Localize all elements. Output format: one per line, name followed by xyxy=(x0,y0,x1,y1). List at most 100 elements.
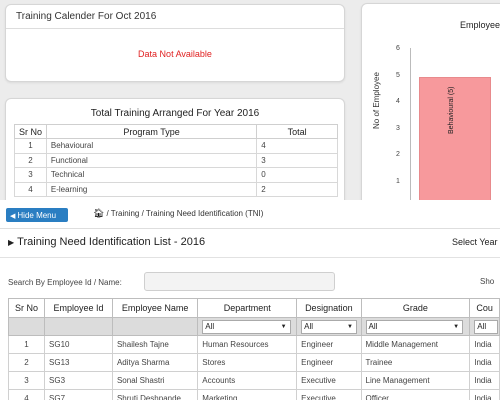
employee-name-cell: Sonal Shastri xyxy=(111,371,199,390)
designation-cell: Engineer xyxy=(296,353,362,372)
show-label: Sho xyxy=(480,277,495,286)
total-training-table: Sr No Program Type Total 1 Behavioural 4… xyxy=(14,124,338,197)
col-country[interactable]: Cou xyxy=(469,298,500,318)
breadcrumb-path[interactable]: / Training / Training Need Identificatio… xyxy=(106,209,264,218)
chart-bar-behavioural[interactable] xyxy=(419,76,491,212)
y-tick-label: 3 xyxy=(396,124,400,132)
filter-empty xyxy=(44,317,113,336)
filter-cell: All xyxy=(469,317,500,336)
y-tick-label: 1 xyxy=(396,177,400,185)
chart-title: Employee xyxy=(460,20,500,30)
chart-bar-label: Behavioural (5) xyxy=(448,86,455,134)
employee-chart-card: Employee No of Employee Behavioural (5) … xyxy=(361,3,500,213)
arrow-left-icon: ◀ xyxy=(10,212,16,220)
filter-value: All xyxy=(205,321,215,331)
country-cell: India xyxy=(469,371,500,390)
employee-name-cell: Shailesh Tajne xyxy=(111,335,199,354)
filter-cell: All ▼ xyxy=(197,317,298,336)
col-grade[interactable]: Grade xyxy=(360,298,471,318)
grade-cell: Trainee xyxy=(360,353,471,372)
grade-cell: Officer xyxy=(360,389,471,400)
col-program-type: Program Type xyxy=(45,124,258,139)
table-row: 1 Behavioural 4 xyxy=(14,138,338,154)
col-designation[interactable]: Designation xyxy=(296,298,362,318)
table-row[interactable]: 4 SG7 Shruti Deshpande Marketing Executi… xyxy=(7,389,500,400)
filter-cell: All ▼ xyxy=(296,317,362,336)
tni-panel: ◀ Hide Menu 🏠︎ / Training / Training Need … xyxy=(0,200,500,400)
table-row: 4 E-learning 2 xyxy=(14,181,338,197)
sr-cell: 3 xyxy=(7,371,46,390)
sr-cell: 4 xyxy=(14,181,47,197)
table-row[interactable]: 1 SG10 Shailesh Tajne Human Resources En… xyxy=(7,335,500,354)
designation-filter-select[interactable]: All ▼ xyxy=(301,319,357,334)
total-cell: 0 xyxy=(256,167,338,183)
hide-menu-button[interactable]: ◀ Hide Menu xyxy=(6,208,68,222)
chevron-down-icon: ▼ xyxy=(453,323,460,330)
grade-filter-select[interactable]: All ▼ xyxy=(365,319,464,334)
col-sr-no: Sr No xyxy=(14,124,47,139)
employee-id-cell: SG3 xyxy=(44,371,113,390)
col-employee-name[interactable]: Employee Name xyxy=(111,298,199,318)
y-tick-label: 2 xyxy=(396,151,400,158)
breadcrumb: 🏠︎ / Training / Training Need Identificat… xyxy=(93,208,263,219)
filter-empty xyxy=(111,317,199,336)
total-training-title: Total Training Arranged For Year 2016 xyxy=(90,108,260,119)
table-row[interactable]: 2 SG13 Aditya Sharma Stores Engineer Tra… xyxy=(7,353,500,372)
sr-cell: 1 xyxy=(7,335,46,354)
search-label: Search By Employee Id / Name: xyxy=(8,278,122,287)
sr-cell: 3 xyxy=(14,167,47,183)
type-cell: E-learning xyxy=(45,181,258,197)
chevron-down-icon: ▼ xyxy=(280,323,287,330)
filter-value: All xyxy=(368,321,378,331)
col-employee-id[interactable]: Employee Id xyxy=(44,298,113,318)
hide-menu-label: Hide Menu xyxy=(17,210,57,220)
type-cell: Behavioural xyxy=(45,138,258,154)
table-row[interactable]: 3 SG3 Sonal Shastri Accounts Executive L… xyxy=(7,371,500,390)
tni-table: Sr No Employee Id Employee Name Departme… xyxy=(7,298,500,400)
chevron-down-icon: ▼ xyxy=(347,323,353,330)
grade-cell: Middle Management xyxy=(360,335,471,354)
country-cell: India xyxy=(469,335,500,354)
chart-y-axis-label: No of Employee xyxy=(372,72,381,129)
training-calendar-card: Training Calender For Oct 2016 Data Not … xyxy=(5,4,345,82)
select-year-label[interactable]: Select Year xyxy=(452,237,498,247)
sr-cell: 1 xyxy=(14,138,47,154)
total-cell: 4 xyxy=(256,138,338,154)
table-row: 2 Functional 3 xyxy=(14,152,338,168)
department-cell: Marketing xyxy=(197,389,298,400)
department-cell: Stores xyxy=(197,353,298,372)
y-tick-label: 6 xyxy=(396,45,400,52)
search-input[interactable] xyxy=(144,272,335,291)
sr-cell: 2 xyxy=(7,353,46,372)
col-total: Total xyxy=(256,124,338,139)
total-cell: 2 xyxy=(256,181,338,197)
table-row: 3 Technical 0 xyxy=(14,167,338,183)
employee-name-cell: Shruti Deshpande xyxy=(111,389,199,400)
department-filter-select[interactable]: All ▼ xyxy=(202,319,291,334)
col-department[interactable]: Department xyxy=(197,298,298,318)
total-training-card: Total Training Arranged For Year 2016 Sr… xyxy=(5,98,345,208)
employee-id-cell: SG7 xyxy=(44,389,113,400)
country-cell: India xyxy=(469,389,500,400)
divider xyxy=(0,257,500,258)
designation-cell: Engineer xyxy=(296,335,362,354)
type-cell: Technical xyxy=(45,167,258,183)
filter-empty xyxy=(7,317,46,336)
calendar-title: Training Calender For Oct 2016 xyxy=(6,5,344,29)
page-title: ▶ Training Need Identification List - 201… xyxy=(8,236,205,248)
col-sr-no[interactable]: Sr No xyxy=(7,298,46,318)
filter-cell: All ▼ xyxy=(360,317,471,336)
designation-cell: Executive xyxy=(296,371,362,390)
country-filter-select[interactable]: All xyxy=(474,319,498,334)
country-cell: India xyxy=(469,353,500,372)
y-tick-label: 4 xyxy=(396,98,400,105)
top-bar: ◀ Hide Menu 🏠︎ / Training / Training Need … xyxy=(0,200,500,229)
home-icon[interactable]: 🏠︎ xyxy=(93,208,105,218)
y-tick-label: 5 xyxy=(396,71,400,79)
chart-y-axis xyxy=(410,48,411,212)
sr-cell: 2 xyxy=(14,152,47,168)
total-cell: 3 xyxy=(256,152,338,168)
filter-value: All xyxy=(477,321,487,331)
filter-value: All xyxy=(304,321,314,331)
designation-cell: Executive xyxy=(296,389,362,400)
